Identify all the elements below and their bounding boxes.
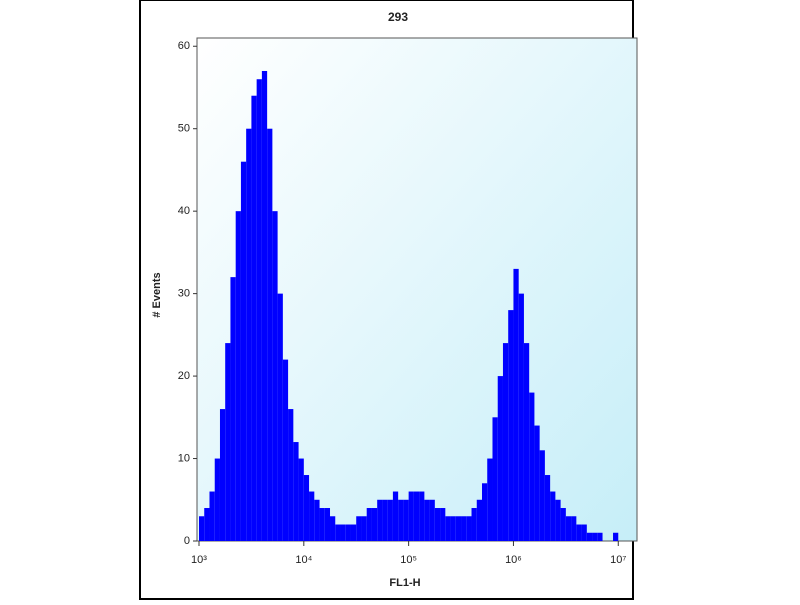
bar [482,483,488,541]
bar [230,277,236,541]
bar [534,425,540,541]
bar [450,516,456,541]
bar [235,211,241,541]
bar [571,516,577,541]
bar [377,499,383,541]
bar [576,524,582,541]
bar [523,343,530,541]
bar [303,475,310,541]
bar [277,293,283,541]
bar [398,499,404,541]
bar [330,516,336,541]
bar [272,211,278,541]
bar [586,532,593,541]
bar [492,417,498,541]
bar [345,524,351,541]
bar [350,524,357,541]
bar [219,409,226,541]
bar [282,359,289,541]
bar [288,409,294,541]
bar [513,268,519,541]
y-tick-label: 60 [178,40,190,52]
y-axis-label: # Events [151,272,163,317]
bar [403,499,409,541]
bar [366,508,372,541]
bar [392,491,399,541]
bar [424,499,430,541]
bar [592,532,598,541]
x-tick-label: 10⁴ [295,554,312,566]
x-tick-label: 10⁵ [400,554,417,566]
bar [508,310,514,541]
bar [445,516,451,541]
bar [597,532,603,541]
bar [455,516,462,541]
bar [324,508,331,541]
bar [256,79,262,542]
bar [335,524,341,541]
bar [199,516,205,541]
bar [408,491,414,541]
bar [419,491,425,541]
bar [581,524,587,541]
bar [502,343,509,541]
x-tick-label: 10⁶ [505,554,522,566]
bar [550,491,556,541]
chart-title: 293 [388,10,408,24]
bar [466,516,472,541]
bar [309,491,315,541]
bar [267,128,273,541]
bar [413,491,420,541]
y-tick-label: 10 [178,452,190,464]
bar [429,499,435,541]
bar [314,499,320,541]
y-tick-label: 40 [178,205,190,217]
bar [371,508,378,541]
bar [487,458,493,541]
bar [261,70,268,541]
bar [461,516,467,541]
bar [518,293,524,541]
bar [225,343,231,541]
bar [209,491,215,541]
y-tick-label: 20 [178,370,190,382]
bar [204,508,210,541]
bar [319,508,325,541]
bar [246,128,252,541]
x-tick-label: 10⁷ [610,554,626,566]
bar [497,376,503,541]
bar [555,499,561,541]
bar [251,95,257,541]
bar [544,475,551,541]
bar [565,516,572,541]
bar [476,499,483,541]
bar [613,532,619,541]
bar [356,516,362,541]
bar [361,516,367,541]
bar [382,499,388,541]
bar [387,499,393,541]
bar [440,508,446,541]
x-axis-label: FL1-H [389,577,420,589]
bar [434,508,441,541]
bar [471,508,477,541]
bar [539,450,545,541]
bar [560,508,566,541]
bar [340,524,346,541]
y-tick-label: 50 [178,123,190,135]
bar [214,458,220,541]
x-tick-label: 10³ [191,554,207,566]
y-tick-label: 30 [178,288,190,300]
bar [298,458,304,541]
bar [240,161,247,541]
bar [293,442,299,541]
y-tick-label: 0 [184,535,190,547]
bar [529,392,535,541]
